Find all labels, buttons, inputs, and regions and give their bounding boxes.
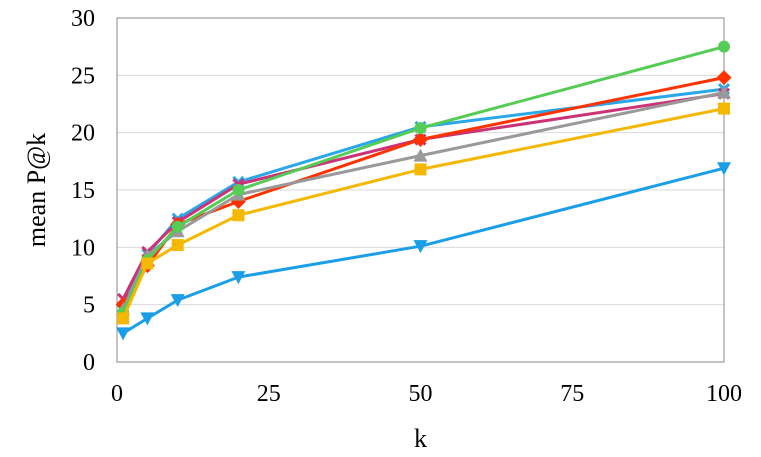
series-5-line bbox=[121, 45, 725, 314]
gridlines bbox=[117, 74, 724, 306]
series-5-point-3 bbox=[171, 220, 184, 233]
y-tick-label-10: 10 bbox=[71, 235, 95, 261]
x-tick-label-75: 75 bbox=[560, 381, 584, 407]
y-tick-label-0: 0 bbox=[83, 350, 95, 376]
y-axis-label: mean P@k bbox=[22, 133, 51, 247]
series-7-point-3 bbox=[170, 294, 185, 308]
series-5-point-4 bbox=[232, 184, 245, 196]
y-tick-label-15: 15 bbox=[71, 178, 95, 204]
x-tick-labels: 0 25 50 75 100 bbox=[111, 381, 742, 407]
series-7-point-4 bbox=[231, 271, 246, 285]
series-7-line bbox=[122, 166, 725, 335]
y-tick-label-25: 25 bbox=[71, 63, 95, 89]
x-tick-label-25: 25 bbox=[257, 381, 281, 407]
y-tick-label-5: 5 bbox=[83, 293, 95, 319]
series-7-point-1 bbox=[116, 327, 131, 341]
series-6-point-4 bbox=[232, 209, 245, 222]
series-7-point-6 bbox=[717, 162, 731, 176]
series-5-point-5 bbox=[414, 122, 427, 135]
x-tick-label-50: 50 bbox=[409, 381, 433, 407]
series-2 bbox=[117, 87, 731, 305]
series-6-point-2 bbox=[141, 257, 154, 270]
y-tick-label-20: 20 bbox=[71, 121, 95, 147]
series-4-point-6 bbox=[717, 85, 731, 99]
series-7-point-2 bbox=[140, 312, 155, 326]
series-7-point-5 bbox=[413, 240, 428, 254]
series-group bbox=[115, 40, 732, 341]
series-7 bbox=[116, 162, 731, 341]
series-5 bbox=[117, 40, 730, 319]
series-4-point-5 bbox=[413, 148, 428, 162]
plot-frame bbox=[116, 17, 725, 363]
series-3-point-5 bbox=[413, 132, 428, 148]
series-1 bbox=[117, 83, 731, 314]
x-tick-label-100: 100 bbox=[706, 381, 742, 407]
x-tick-label-0: 0 bbox=[111, 381, 123, 407]
series-6-point-3 bbox=[171, 239, 184, 252]
series-6-point-5 bbox=[414, 163, 427, 176]
y-tick-labels: 0 5 10 15 20 25 30 bbox=[71, 6, 95, 376]
series-6-line bbox=[121, 107, 725, 320]
series-6-point-6 bbox=[718, 102, 730, 115]
series-5-point-6 bbox=[718, 40, 730, 53]
x-axis-label: k bbox=[414, 424, 427, 453]
series-3-point-6 bbox=[716, 70, 732, 86]
y-tick-label-30: 30 bbox=[71, 6, 95, 32]
series-6 bbox=[117, 102, 730, 325]
series-6-point-1 bbox=[117, 312, 130, 325]
